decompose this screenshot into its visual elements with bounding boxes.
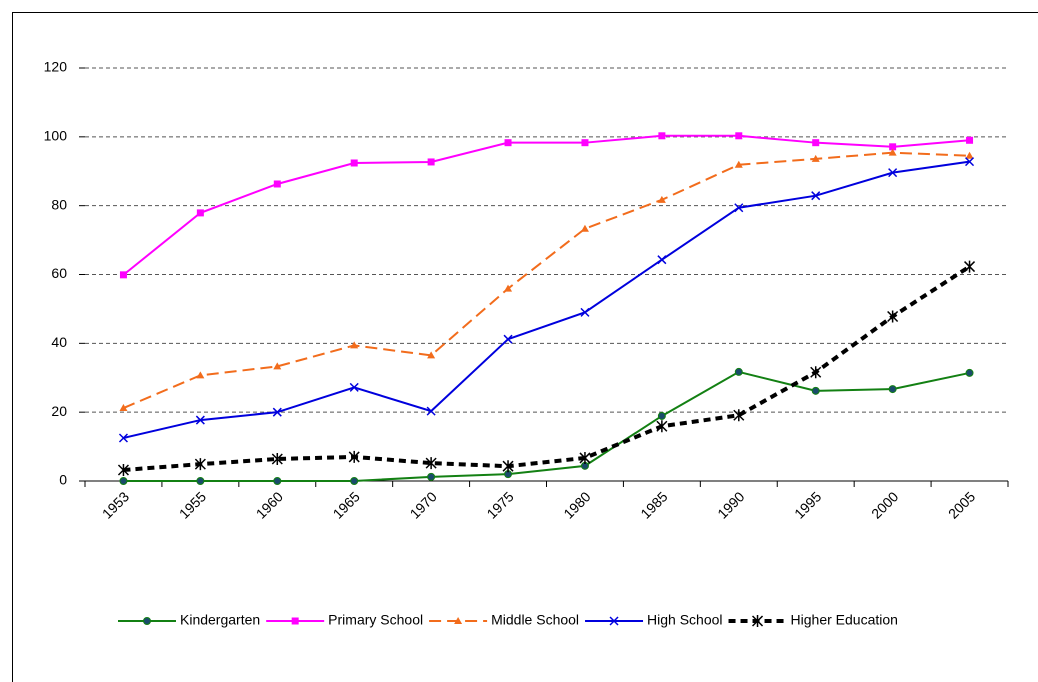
data-point bbox=[580, 307, 590, 317]
data-point bbox=[966, 136, 974, 144]
legend-marker bbox=[143, 617, 151, 625]
data-point bbox=[503, 334, 513, 344]
data-point bbox=[350, 477, 359, 485]
legend-item: High School bbox=[585, 612, 723, 628]
series-line bbox=[123, 151, 970, 409]
series-line bbox=[123, 370, 970, 482]
data-point bbox=[426, 406, 436, 416]
legend-label: Kindergarten bbox=[180, 612, 260, 628]
data-point bbox=[656, 420, 668, 433]
data-point bbox=[119, 477, 128, 485]
data-point bbox=[888, 148, 897, 156]
x-tick-label: 1980 bbox=[560, 488, 593, 521]
y-tick-label: 40 bbox=[51, 334, 67, 350]
data-point bbox=[504, 139, 512, 147]
y-tick-label: 100 bbox=[44, 128, 68, 144]
data-point bbox=[965, 157, 975, 167]
data-point bbox=[657, 411, 666, 420]
y-tick-label: 120 bbox=[44, 59, 68, 75]
data-point bbox=[427, 472, 436, 481]
data-point bbox=[273, 180, 281, 188]
x-tick-label: 1995 bbox=[791, 488, 824, 521]
data-point bbox=[579, 451, 591, 464]
x-tick-label: 1953 bbox=[99, 488, 132, 521]
data-point bbox=[812, 139, 820, 147]
x-tick-label: 1970 bbox=[407, 488, 440, 521]
legend-item: Middle School bbox=[429, 612, 579, 628]
data-point bbox=[504, 284, 513, 292]
data-point bbox=[734, 367, 743, 376]
data-point bbox=[119, 404, 128, 412]
legend-label: Higher Education bbox=[791, 612, 898, 628]
x-tick-label: 2000 bbox=[868, 488, 901, 521]
data-point bbox=[350, 159, 358, 167]
x-tick-label: 1985 bbox=[637, 488, 670, 521]
data-point bbox=[117, 463, 129, 476]
data-point bbox=[350, 341, 359, 349]
data-point bbox=[810, 366, 822, 379]
legend-label: High School bbox=[647, 612, 723, 628]
legend-marker bbox=[454, 617, 463, 624]
data-point bbox=[272, 407, 282, 417]
data-point bbox=[427, 158, 435, 166]
data-point bbox=[194, 458, 206, 471]
data-point bbox=[196, 371, 205, 379]
legend-item: Primary School bbox=[266, 612, 423, 628]
x-tick-label: 1990 bbox=[714, 488, 747, 521]
y-tick-label: 80 bbox=[51, 196, 67, 212]
y-tick-label: 0 bbox=[59, 472, 67, 488]
data-point bbox=[349, 382, 359, 392]
legend-label: Middle School bbox=[491, 612, 579, 628]
x-tick-label: 2005 bbox=[945, 488, 978, 521]
data-point bbox=[427, 351, 436, 359]
data-point bbox=[889, 143, 897, 151]
data-point bbox=[502, 460, 514, 473]
y-tick-label: 60 bbox=[51, 265, 67, 281]
data-point bbox=[271, 452, 283, 465]
data-point bbox=[811, 191, 821, 201]
data-point bbox=[119, 271, 127, 279]
series-line bbox=[123, 160, 970, 439]
x-tick-label: 1955 bbox=[176, 488, 209, 521]
data-point bbox=[580, 224, 589, 232]
legend-item: Higher Education bbox=[728, 612, 898, 628]
data-point bbox=[735, 132, 743, 140]
legend-label: Primary School bbox=[328, 612, 423, 628]
data-point bbox=[734, 160, 743, 168]
legend-item: Kindergarten bbox=[118, 612, 260, 628]
data-point bbox=[657, 255, 667, 265]
data-point bbox=[734, 203, 744, 213]
data-point bbox=[888, 385, 897, 394]
legend-marker bbox=[752, 615, 764, 627]
data-point bbox=[964, 260, 976, 273]
data-point bbox=[965, 151, 974, 159]
data-point bbox=[118, 433, 128, 443]
data-point bbox=[657, 195, 666, 203]
data-point bbox=[348, 450, 360, 463]
data-point bbox=[273, 477, 282, 485]
data-point bbox=[196, 209, 204, 217]
data-point bbox=[195, 415, 205, 425]
data-point bbox=[733, 409, 745, 422]
series-line bbox=[122, 134, 970, 276]
data-point bbox=[811, 154, 820, 162]
legend-marker bbox=[291, 617, 299, 625]
data-point bbox=[965, 368, 974, 377]
x-tick-label: 1960 bbox=[253, 488, 286, 521]
data-point bbox=[658, 132, 666, 140]
legend-marker bbox=[609, 616, 619, 626]
chart-frame bbox=[12, 12, 1038, 682]
y-tick-label: 20 bbox=[51, 403, 67, 419]
x-tick-label: 1975 bbox=[483, 488, 516, 521]
data-point bbox=[887, 310, 899, 323]
data-point bbox=[196, 477, 205, 485]
series-line bbox=[123, 264, 971, 472]
data-point bbox=[273, 362, 282, 370]
data-point bbox=[811, 386, 820, 395]
data-point bbox=[425, 457, 437, 470]
data-point bbox=[888, 168, 898, 178]
data-point bbox=[581, 139, 589, 147]
x-tick-label: 1965 bbox=[330, 488, 363, 521]
